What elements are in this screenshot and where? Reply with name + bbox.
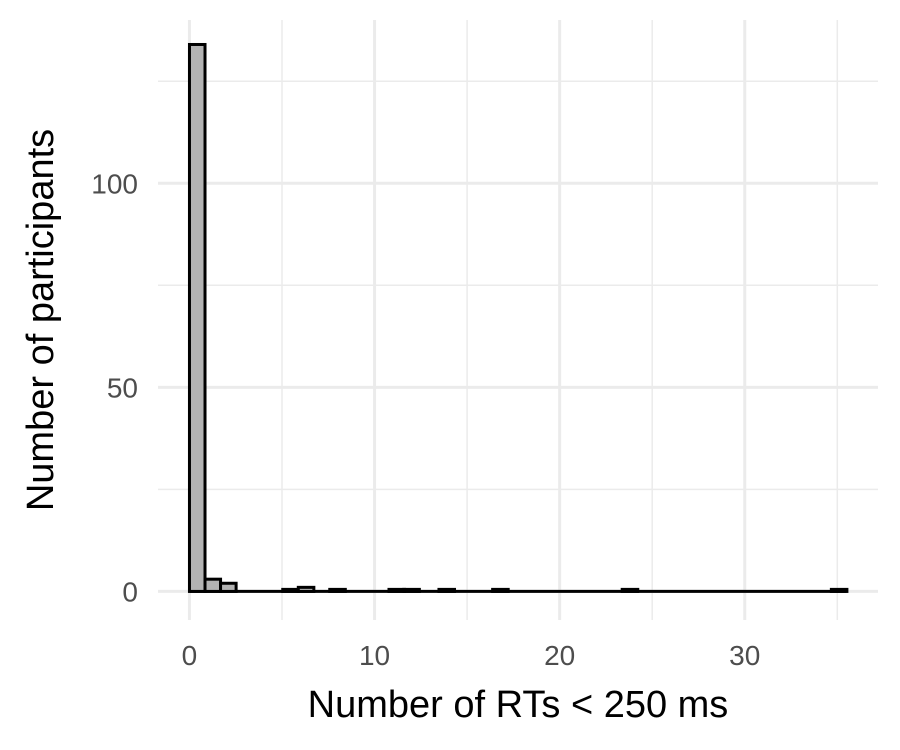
histogram-bar-2 [219,581,238,593]
histogram-bar-11 [829,587,849,593]
y-tick-label-100: 100 [91,168,138,199]
histogram-bar-8 [437,587,457,593]
x-tick-label-30: 30 [729,640,760,671]
histogram-bar-6 [387,587,407,593]
y-tick-label-0: 0 [122,576,138,607]
histogram-bar-10 [620,587,640,593]
histogram-bar-9 [491,587,510,593]
histogram-bar-7 [402,587,421,593]
histogram-bar-4 [296,585,316,593]
x-axis-title: Number of RTs < 250 ms [308,684,729,726]
x-tick-label-0: 0 [182,640,198,671]
histogram-bars [187,42,849,593]
y-tick-label-50: 50 [107,372,138,403]
grid-major-lines [158,20,878,620]
histogram-bar-1 [203,577,223,593]
x-tick-label-20: 20 [544,640,575,671]
y-axis-title: Number of participants [20,129,62,511]
tick-labels: 0 50 100 0 10 20 30 [91,168,760,671]
histogram-bar-3 [281,587,300,593]
grid-minor-lines [158,20,878,620]
histogram-bar-5 [328,587,347,593]
x-tick-label-10: 10 [359,640,390,671]
histogram-bar-0 [187,42,207,593]
